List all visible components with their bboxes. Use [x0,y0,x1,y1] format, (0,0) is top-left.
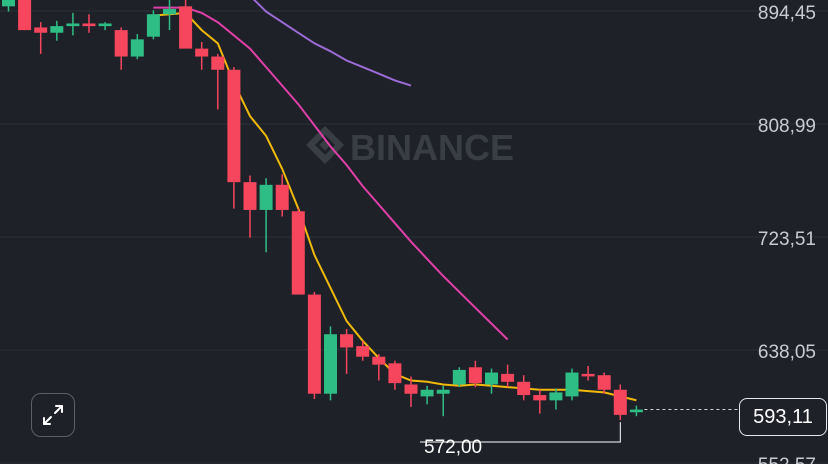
expand-arrows-icon [43,405,63,425]
candle-body [227,69,241,183]
watermark-text: BINANCE [350,127,514,168]
candle-body [613,389,627,415]
candle [243,175,257,238]
candle-body [195,48,209,57]
low-marker-label: 572,00 [424,437,482,458]
candle-body [324,334,337,394]
candle-body [243,182,257,210]
candle [501,364,515,388]
candle-body [259,184,273,210]
candle [356,340,370,361]
candle-body [211,56,225,70]
candle-body [82,23,96,27]
candle-body [114,30,128,57]
candle-body [565,372,579,397]
candle [549,388,563,410]
candle-body [130,39,144,57]
candle-body [146,14,160,37]
candle [98,22,112,31]
candle [517,375,531,401]
candle-body [66,23,80,27]
candle-body [163,8,176,15]
candle-body [629,409,643,413]
candle-body [452,369,466,385]
candle [388,360,402,390]
candle [291,208,305,295]
candle [66,12,80,36]
candle-body [356,346,370,357]
candle-body [34,27,48,33]
candle [372,354,386,381]
candle [179,0,193,49]
current-price-badge: 593,11 [739,398,827,436]
candle-body [420,389,434,397]
candle [82,14,96,33]
y-tick-label: 894,45 [758,3,816,24]
candle [613,384,627,421]
candle-body [98,23,112,27]
candle-body [533,395,547,401]
candle-body [468,367,482,384]
y-tick-label: 723,51 [758,229,816,250]
candle-body [372,356,386,365]
candle [146,10,160,40]
candle-body [179,6,193,49]
candle-body [307,294,321,394]
candle-body [581,373,595,377]
candle [259,178,273,253]
candle [130,34,144,60]
candle [533,389,547,414]
expand-button[interactable] [31,393,75,437]
y-tick-label: 638,05 [758,342,816,363]
candle-body [597,375,611,390]
candle-body [549,392,563,401]
candle-body [404,384,418,394]
low-marker-line [420,422,621,443]
candle [307,291,321,400]
candle [195,42,209,70]
candle-body [275,184,289,210]
candle-body [501,373,515,382]
candle [404,376,418,407]
candle [114,27,128,70]
candle [18,0,32,31]
candle-body [485,372,498,385]
candle [50,20,64,41]
candle [34,22,48,54]
candle [565,368,579,401]
candle [340,328,354,374]
candle [436,385,450,417]
binance-watermark: BINANCE [306,126,514,168]
candle [452,367,466,388]
candle [420,385,434,405]
candle-body [50,26,64,33]
candle-body [2,0,15,7]
candle-body [517,381,531,396]
candle [581,365,595,381]
candle [227,67,241,209]
candle [211,53,225,110]
candle-body [436,389,450,394]
candle-body [340,334,354,348]
candle [324,326,337,401]
candle-body [18,0,32,31]
ma-short-line [153,11,637,402]
candle [468,360,482,388]
candle-body [388,363,402,384]
candle [485,368,498,394]
binance-logo-icon [306,126,344,164]
candle [163,0,176,31]
candle [629,405,643,417]
candle-body [291,211,305,295]
y-tick-label: 552,57 [758,455,816,464]
y-tick-label: 808,99 [758,116,816,137]
candle [2,0,15,12]
ma-mid-line [153,6,509,341]
candle [275,174,289,217]
ma-long-line [252,0,412,87]
candle [597,372,611,394]
